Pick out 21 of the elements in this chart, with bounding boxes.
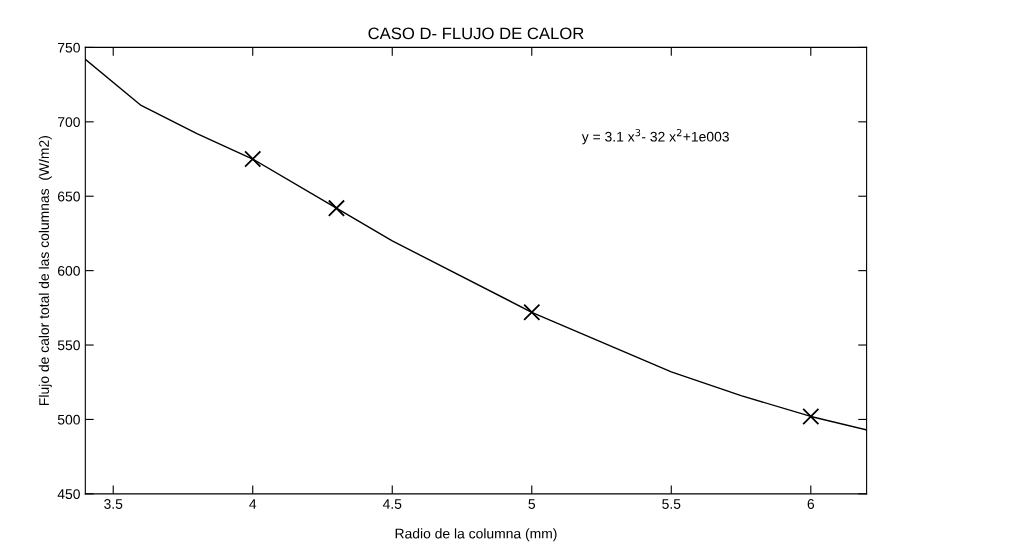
y-tick-label: 600 [58,265,80,276]
point [523,303,541,321]
x-tick-label: 5 [528,499,536,509]
x-tick-label: 4.5 [382,499,402,509]
y-tick-label: 500 [57,414,80,425]
y-tick-label: 450 [57,489,80,499]
x-tick-label: 3.5 [104,499,123,509]
point [327,199,345,217]
chart-title: CASO D- FLUJO DE CALOR [368,27,584,40]
y-tick-label: 550 [57,340,80,351]
annotation: y = 3.1 x$^{3}$- 32 x$^{2}$+1e003 [581,128,729,145]
x-tick-label: 4 [249,499,257,509]
point [244,150,262,168]
y-tick-label: 750 [58,42,80,53]
point [802,407,820,425]
x-tick-label: 5.5 [662,499,681,509]
y-axis-title: Flujo de calor total de las columnas (W/m2) [38,136,52,405]
y-tick-label: 650 [58,191,80,202]
x-axis-title: Radio de la columna (mm) [395,528,557,542]
x-tick-label: 6 [807,499,815,509]
y-tick-label: 700 [58,117,80,127]
